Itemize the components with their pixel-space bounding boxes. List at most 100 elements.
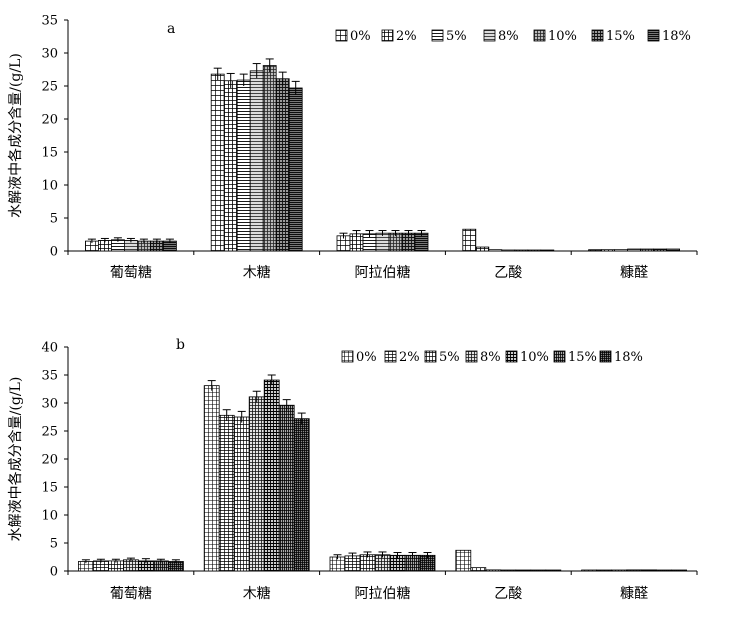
legend-swatch [381, 29, 394, 42]
y-tick-label: 35 [41, 14, 58, 29]
bar [671, 569, 687, 572]
legend-label: 18% [614, 350, 643, 365]
bar [262, 65, 277, 252]
category-label: 乙酸 [494, 586, 522, 602]
bar [248, 396, 265, 572]
bar [375, 232, 390, 252]
bar [626, 569, 642, 572]
legend-label: 15% [606, 29, 635, 44]
legend-swatch [341, 350, 354, 363]
y-tick-label: 20 [41, 453, 58, 468]
chart-b: 0 5 10 15 20 25 30 35 40 葡萄糖 木糖 阿拉伯糖 乙酸 糠醛 水解液中各成分含量/(… [8, 337, 698, 602]
bar [514, 249, 529, 252]
bar [641, 569, 657, 572]
bar [515, 569, 532, 572]
y-axis-label: 水解液中各成分含量/(g/L) [8, 53, 24, 218]
category-label: 糠醛 [620, 585, 648, 602]
bar [293, 418, 310, 572]
y-tick-label: 30 [41, 47, 58, 62]
legend-label: 10% [548, 29, 577, 44]
bar [596, 569, 612, 572]
bar [588, 249, 602, 252]
bar [540, 249, 555, 252]
category-label: 乙酸 [494, 265, 522, 281]
legend-label: 0% [356, 350, 377, 365]
bar [278, 404, 295, 572]
y-axis-label: 水解液中各成分含量/(g/L) [8, 377, 24, 542]
bar [455, 549, 472, 572]
bar [203, 385, 220, 572]
panel-label: b [176, 337, 185, 353]
bar [601, 249, 615, 252]
bar [530, 569, 547, 572]
bar [527, 249, 542, 252]
legend-label: 2% [396, 29, 417, 44]
legend-swatch [533, 29, 546, 42]
legend-swatch [591, 29, 604, 42]
bar [545, 569, 562, 572]
bar [210, 73, 225, 252]
bar [485, 569, 502, 572]
chart-a: 0 5 10 15 20 25 30 35 葡萄糖 木糖 阿拉伯糖 乙酸 糠醛 水解液中各成分含量/(g/… [8, 14, 698, 281]
bar [401, 232, 416, 252]
legend-swatch [505, 350, 518, 363]
bar [627, 248, 641, 252]
y-tick-label: 15 [41, 481, 58, 496]
bar [414, 232, 429, 252]
y-tick-label: 25 [41, 80, 58, 95]
y-tick-label: 0 [50, 565, 58, 580]
bar [614, 249, 628, 252]
legend-label: 2% [399, 350, 420, 365]
category-label: 葡萄糖 [110, 265, 152, 281]
legend-label: 10% [520, 350, 549, 365]
legend-swatch [384, 350, 397, 363]
bar [218, 414, 235, 572]
category-label: 葡萄糖 [110, 586, 152, 602]
legend-label: 5% [439, 350, 460, 365]
y-tick-label: 0 [50, 245, 58, 260]
bar [475, 246, 490, 252]
y-tick-label: 30 [41, 397, 58, 412]
legend-label: 5% [446, 29, 467, 44]
y-tick-label: 40 [41, 341, 58, 356]
bar [249, 70, 264, 252]
bar [263, 379, 280, 572]
bar [388, 232, 403, 252]
bar [500, 569, 517, 572]
bar [666, 248, 680, 252]
legend-swatch [465, 350, 478, 363]
y-tick-label: 10 [41, 509, 58, 524]
y-tick-label: 15 [41, 146, 58, 161]
bar [233, 416, 250, 572]
legend-swatch [483, 29, 496, 42]
bar [470, 567, 487, 572]
bar [656, 569, 672, 572]
legend-label: 0% [350, 29, 371, 44]
bar [581, 569, 597, 572]
y-tick-label: 20 [41, 113, 58, 128]
legend-swatch [553, 350, 566, 363]
bar [288, 87, 303, 252]
legend-swatch [431, 29, 444, 42]
y-tick-label: 5 [50, 212, 58, 227]
legend-label: 18% [662, 29, 691, 44]
bar [236, 79, 251, 252]
category-label: 糠醛 [620, 264, 648, 281]
category-label: 阿拉伯糖 [355, 265, 411, 281]
bar [223, 80, 238, 252]
bar [501, 249, 516, 252]
legend-label: 8% [480, 350, 501, 365]
bar [611, 569, 627, 572]
legend-swatch [599, 350, 612, 363]
legend-label: 8% [498, 29, 519, 44]
bar [653, 248, 667, 252]
y-tick-label: 35 [41, 369, 58, 384]
y-tick-label: 5 [50, 537, 58, 552]
legend-swatch [335, 29, 348, 42]
y-tick-label: 25 [41, 425, 58, 440]
category-label: 阿拉伯糖 [355, 586, 411, 602]
legend-label: 15% [568, 350, 597, 365]
legend-swatch [647, 29, 660, 42]
bar [462, 228, 477, 252]
